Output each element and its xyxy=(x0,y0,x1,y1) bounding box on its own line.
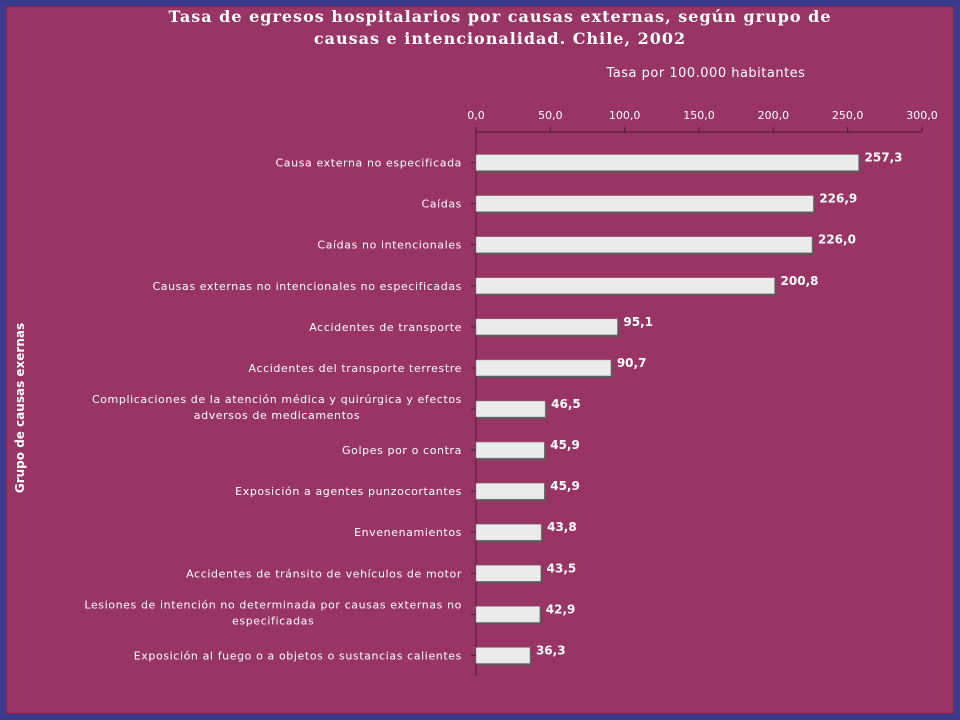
bar xyxy=(475,318,618,336)
bars xyxy=(475,154,861,666)
data-label: 45,9 xyxy=(550,479,580,493)
x-tick-label: 300,0 xyxy=(906,109,938,122)
data-label: 226,9 xyxy=(819,192,857,206)
x-tick-label: 200,0 xyxy=(758,109,790,122)
chart-title: Tasa de egresos hospitalarios por causas… xyxy=(168,7,832,48)
data-label: 36,3 xyxy=(536,643,566,657)
x-axis-title: Tasa por 100.000 habitantes xyxy=(606,66,806,81)
bar xyxy=(475,606,541,623)
x-tick-label: 50,0 xyxy=(538,109,563,122)
data-label: 95,1 xyxy=(623,315,653,329)
bar xyxy=(475,359,612,377)
category-label: Accidentes del transporte terrestre xyxy=(249,362,462,375)
bar xyxy=(475,400,546,418)
category-label: Exposición a agentes punzocortantes xyxy=(235,485,462,498)
x-tick-label: 0,0 xyxy=(467,109,485,122)
data-label: 43,8 xyxy=(547,520,577,534)
x-tick-label: 150,0 xyxy=(683,109,715,122)
category-label: Complicaciones de la atención médica y q… xyxy=(92,393,462,406)
category-labels: Causa externa no especificada Caídas Caída… xyxy=(84,157,462,663)
value-labels: 257,3 226,9 226,0 200,8 95,1 90,7 46,5 45,9 45,9… xyxy=(536,151,903,658)
data-label: 200,8 xyxy=(781,274,819,288)
category-label: Golpes por o contra xyxy=(342,444,462,457)
category-label: Envenenamientos xyxy=(354,526,462,539)
category-label: Accidentes de transporte xyxy=(309,321,462,334)
category-label: Caídas no intencionales xyxy=(317,239,462,252)
data-label: 226,0 xyxy=(818,233,856,247)
x-tick-label: 100,0 xyxy=(609,109,641,122)
bar xyxy=(475,195,814,212)
data-label: 90,7 xyxy=(617,356,647,370)
bar xyxy=(475,277,775,295)
bar xyxy=(475,482,545,500)
data-label: 257,3 xyxy=(865,151,903,165)
category-label: Accidentes de tránsito de vehículos de m… xyxy=(186,567,462,580)
category-label-line2: especificadas xyxy=(232,614,314,627)
x-axis: 0,0 50,0 100,0 150,0 200,0 250,0 300,0 xyxy=(467,109,938,133)
bar xyxy=(475,565,541,582)
category-label-line2: adversos de medicamentos xyxy=(194,409,360,422)
x-tick-label: 250,0 xyxy=(832,109,864,122)
category-label: Causa externa no especificada xyxy=(276,157,462,170)
bar xyxy=(475,154,859,171)
category-label: Causas externas no intencionales no espe… xyxy=(152,280,462,293)
y-axis xyxy=(471,132,477,676)
data-label: 43,5 xyxy=(547,561,577,575)
data-label: 45,9 xyxy=(550,438,580,452)
category-label: Caídas xyxy=(421,198,462,211)
bar xyxy=(475,441,545,459)
bar xyxy=(475,647,531,664)
data-label: 46,5 xyxy=(551,397,581,411)
bar xyxy=(475,523,542,541)
bar xyxy=(475,236,813,253)
data-label: 42,9 xyxy=(546,602,576,616)
category-label: Lesiones de intención no determinada por… xyxy=(84,598,462,611)
category-label: Exposición al fuego o a objetos o sustan… xyxy=(134,649,462,662)
